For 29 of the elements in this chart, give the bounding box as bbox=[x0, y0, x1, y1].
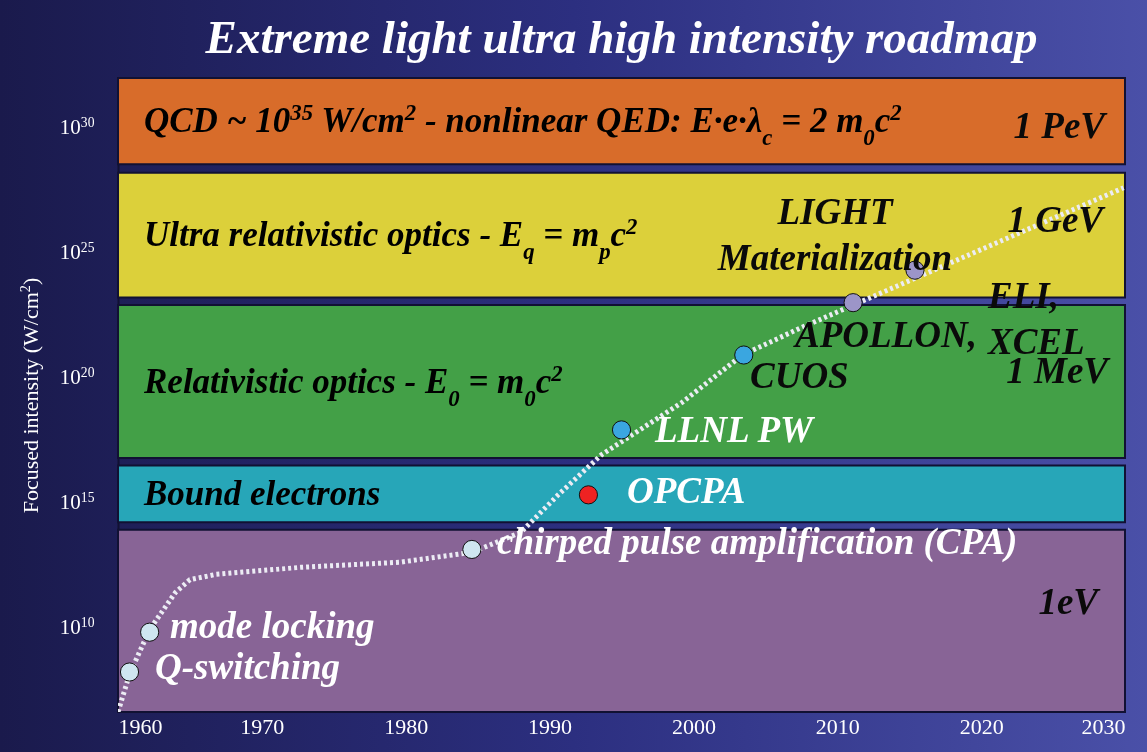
x-tick-label: 2030 bbox=[1081, 713, 1126, 739]
x-tick-label: 1970 bbox=[240, 713, 285, 739]
annotation: Q-switching bbox=[155, 646, 341, 687]
band-label: Relativistic optics - E$_{0}$ = m$_{0}$c$^{2}$ bbox=[143, 360, 563, 411]
y-tick-label: 10$^{30}$ bbox=[59, 114, 95, 140]
text: QCD ~ 10$^{35}$ W/cm$^{2}$ - nonlinear QED: E·e·λ$_{c}$ = 2 m$_{0}$c$^{2}$ bbox=[144, 99, 902, 150]
annotation: 1 PeV bbox=[1013, 105, 1109, 146]
x-tick-label: 1990 bbox=[528, 713, 573, 739]
band-label: Bound electrons bbox=[143, 473, 381, 513]
x-tick-label: 2020 bbox=[959, 713, 1004, 739]
annotation: CUOS bbox=[750, 355, 849, 396]
annotation: mode locking bbox=[170, 605, 375, 646]
annotation: 1eV bbox=[1038, 581, 1102, 622]
y-tick-label: 10$^{25}$ bbox=[59, 239, 95, 265]
x-tick-label: 1960 bbox=[118, 713, 163, 739]
x-tick-label: 2000 bbox=[671, 713, 716, 739]
annotation: LIGHT Materialization bbox=[716, 191, 953, 278]
x-tick-label: 2010 bbox=[815, 713, 860, 739]
annotation: chirped pulse amplification (CPA) bbox=[497, 521, 1018, 563]
annotation: APOLLON, bbox=[793, 314, 977, 355]
chart-title: Extreme light ultra high intensity roadmap bbox=[204, 11, 1038, 63]
x-tick-label: 1980 bbox=[384, 713, 429, 739]
annotation: OPCPA bbox=[627, 470, 746, 511]
y-tick-label: 10$^{10}$ bbox=[59, 614, 95, 639]
annotation: LLNL PW bbox=[654, 409, 816, 450]
band-label: Ultra relativistic optics - E$_{q}$ = m$_{p}$c$^{2}$ bbox=[144, 213, 638, 264]
y-tick-label: 10$^{15}$ bbox=[59, 489, 95, 514]
y-tick-label: 10$^{20}$ bbox=[59, 364, 95, 390]
annotation: 1 GeV bbox=[1007, 199, 1107, 240]
